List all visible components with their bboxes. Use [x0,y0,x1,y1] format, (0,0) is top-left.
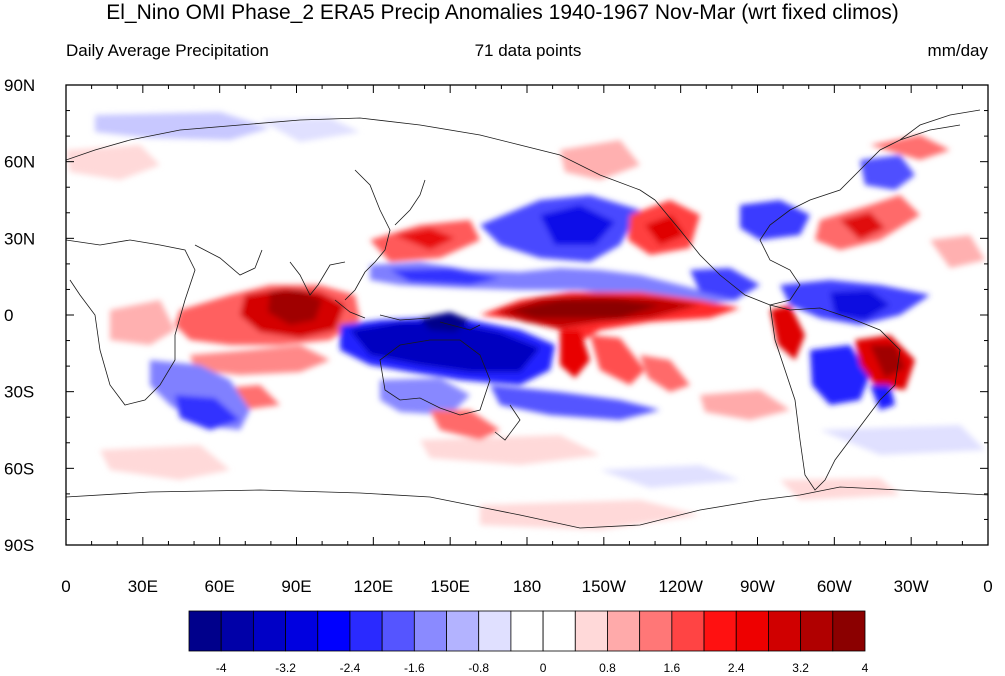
x-tick-label: 150E [430,577,470,596]
colorbar-swatch [832,610,866,652]
coastline-japan [394,179,426,226]
coastline-australia [379,339,491,416]
colorbar-label: 2.4 [728,661,745,675]
colorbar-swatch [639,610,673,652]
colorbar-label: -3.2 [275,661,296,675]
x-tick-label: 180 [513,577,541,596]
x-tick-label: 120E [353,577,393,596]
coastline-eurasia [66,117,656,201]
axis-ticks [65,84,989,546]
y-tick-label: 90N [4,76,35,95]
colorbar-swatch [574,610,608,652]
x-tick-label: 120W [658,577,702,596]
subtitle-left: Daily Average Precipitation [66,41,269,60]
y-tick-label: 30N [4,229,35,248]
coastline-south-america [769,304,901,491]
colorbar-label: -4 [216,661,227,675]
subtitle-center: 71 data points [474,41,582,60]
x-tick-label: 60E [205,577,235,596]
colorbar-swatch [446,610,480,652]
y-tick-label: 90S [4,536,34,555]
colorbar-label: -1.6 [404,661,425,675]
colorbar-labels: -4 -3.2 -2.4 -1.6 -0.8 0 0.8 1.6 2.4 3.2 4 [216,661,869,675]
coastline-new-zealand [494,404,521,441]
colorbar-label: -2.4 [340,661,361,675]
colorbar-swatch [703,610,737,652]
anomaly-field [66,85,988,545]
y-tick-label: 0 [4,306,13,325]
x-axis-labels: 0 30E 60E 90E 120E 150E 180 150W 120W 90W 60W 30W 0 [61,577,992,596]
colorbar-swatch [800,610,834,652]
colorbar-swatch [220,610,254,652]
y-tick-label: 60N [4,153,35,172]
colorbar-label: -0.8 [468,661,489,675]
colorbar-swatch [188,610,222,652]
coastline-arabia [194,244,263,276]
coastline-greenland [899,109,981,141]
colorbar-swatch [285,610,319,652]
colorbar-swatch [607,610,641,652]
x-tick-label: 90E [281,577,311,596]
x-tick-label: 0 [61,577,70,596]
subtitle-right: mm/day [927,41,988,60]
colorbar-swatch [735,610,769,652]
coastline-africa [66,239,196,406]
colorbar-swatch [768,610,802,652]
x-tick-label: 30E [128,577,158,596]
colorbar-swatch [510,610,544,652]
colorbar-label: 4 [862,661,869,675]
y-axis-labels: 90N 60N 30N 0 30S 60S 90S [4,76,35,555]
x-tick-label: 90W [740,577,775,596]
x-tick-label: 60W [817,577,852,596]
y-tick-label: 60S [4,459,34,478]
colorbar-swatch [542,610,576,652]
colorbar-swatch [381,610,415,652]
coastline-north-america [654,124,961,306]
colorbar-swatch [317,610,351,652]
colorbar-swatch [349,610,383,652]
x-tick-label: 150W [582,577,626,596]
colorbar-swatch [478,610,512,652]
coastlines [66,109,988,529]
y-tick-label: 30S [4,383,34,402]
x-tick-label: 30W [894,577,929,596]
coastline-maritime [334,299,481,331]
colorbar-swatch [413,610,447,652]
colorbar-swatch [252,610,286,652]
coastline-east-asia [344,169,391,301]
colorbar-label: 3.2 [792,661,809,675]
colorbar-label: 1.6 [664,661,681,675]
colorbar [188,610,866,652]
coastline-antarctica [66,486,988,529]
colorbar-label: 0.8 [599,661,616,675]
colorbar-label: 0 [540,661,547,675]
figure-title: El_Nino OMI Phase_2 ERA5 Precip Anomalie… [106,1,899,24]
colorbar-swatch [671,610,705,652]
x-tick-label: 0 [983,577,992,596]
coastline-india [289,261,346,296]
